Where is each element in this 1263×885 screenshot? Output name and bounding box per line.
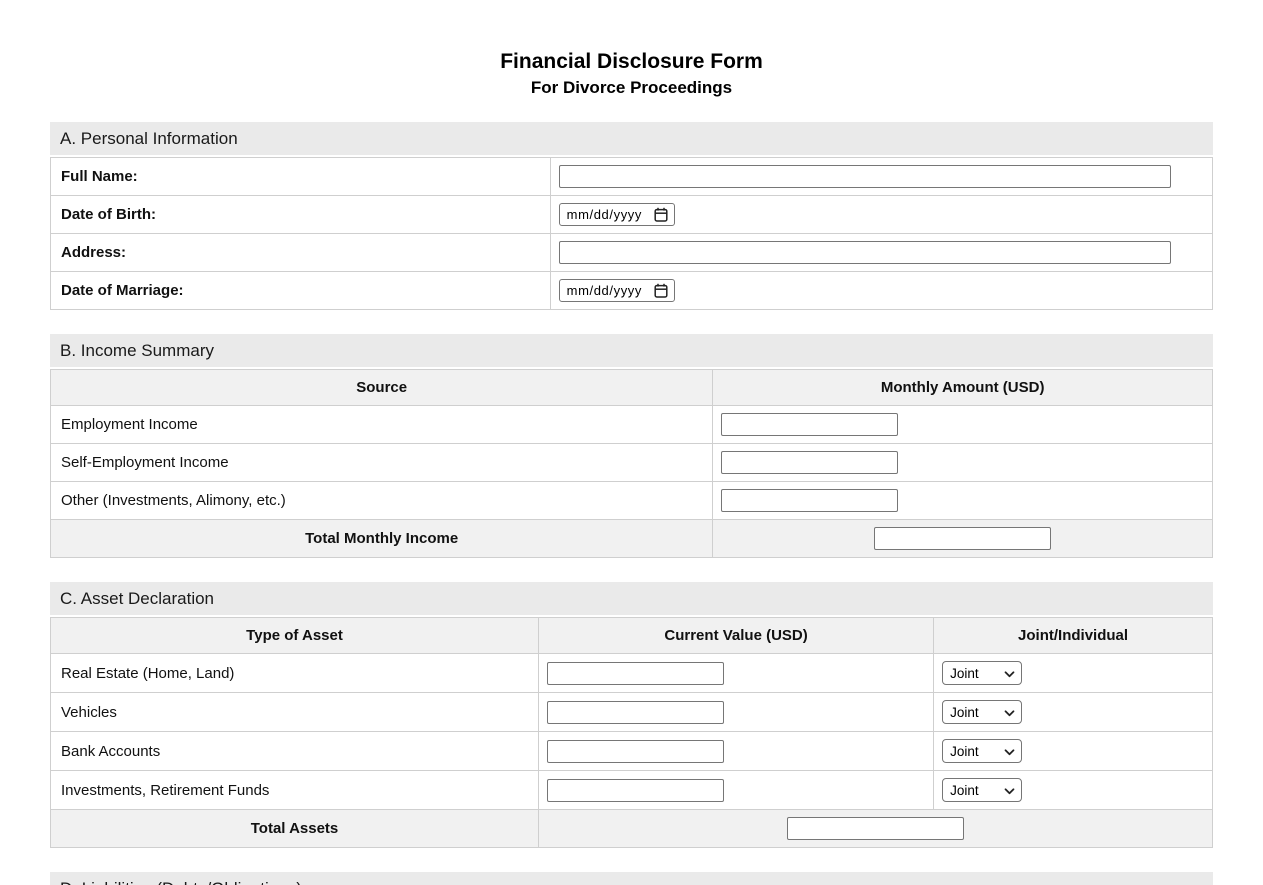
total-monthly-income-input[interactable] (874, 527, 1052, 550)
table-row: Investments, Retirement Funds Joint (49, 770, 1213, 810)
date-placeholder: mm/dd/yyyy (566, 207, 642, 222)
full-name-input[interactable] (558, 165, 1171, 188)
page-title: Financial Disclosure Form (500, 50, 763, 73)
total-row: Total Monthly Income (49, 519, 1213, 558)
table-row: Real Estate (Home, Land) Joint (49, 653, 1213, 693)
income-row-label: Self-Employment Income (49, 443, 714, 482)
select-value: Joint (950, 704, 979, 720)
vehicles-ownership-cell: Joint (933, 692, 1213, 732)
bank-accounts-value-cell (538, 731, 935, 771)
date-of-marriage-label: Date of Marriage: (50, 271, 551, 310)
table-row: Self-Employment Income (49, 443, 1213, 482)
date-placeholder: mm/dd/yyyy (566, 283, 642, 298)
total-monthly-income-cell (712, 519, 1213, 558)
select-value: Joint (950, 665, 979, 681)
income-source-header: Source (49, 369, 714, 406)
asset-row-label: Real Estate (Home, Land) (49, 653, 540, 693)
income-row-label: Other (Investments, Alimony, etc.) (49, 481, 714, 520)
real-estate-value-input[interactable] (547, 661, 725, 685)
total-monthly-income-label: Total Monthly Income (49, 519, 714, 558)
date-of-marriage-cell: mm/dd/yyyy (549, 271, 1214, 310)
other-income-cell (712, 481, 1213, 520)
table-row: Date of Marriage: mm/dd/yyyy (50, 271, 1214, 310)
total-assets-input[interactable] (787, 817, 965, 840)
chevron-down-icon (1004, 704, 1015, 721)
section-b-heading: B. Income Summary (50, 334, 1213, 367)
real-estate-value-cell (538, 653, 935, 693)
chevron-down-icon (1004, 665, 1015, 682)
full-name-cell (549, 157, 1214, 196)
asset-ownership-header: Joint/Individual (933, 617, 1213, 654)
other-income-input[interactable] (721, 489, 899, 512)
asset-type-header: Type of Asset (49, 617, 540, 654)
vehicles-value-cell (538, 692, 935, 732)
section-a-heading: A. Personal Information (50, 122, 1213, 155)
address-cell (549, 233, 1214, 272)
address-label: Address: (50, 233, 551, 272)
bank-accounts-value-input[interactable] (547, 739, 725, 763)
real-estate-ownership-cell: Joint (933, 653, 1213, 693)
table-header-row: Source Monthly Amount (USD) (49, 369, 1213, 406)
calendar-icon[interactable] (654, 283, 668, 298)
select-value: Joint (950, 782, 979, 798)
self-employment-income-cell (712, 443, 1213, 482)
date-of-birth-label: Date of Birth: (50, 195, 551, 234)
table-row: Full Name: (50, 157, 1214, 196)
calendar-icon[interactable] (654, 207, 668, 222)
income-amount-header: Monthly Amount (USD) (712, 369, 1213, 406)
vehicles-ownership-select[interactable]: Joint (942, 700, 1023, 724)
self-employment-income-input[interactable] (721, 451, 899, 474)
table-row: Bank Accounts Joint (49, 731, 1213, 771)
table-row: Address: (50, 233, 1214, 272)
asset-value-header: Current Value (USD) (538, 617, 935, 654)
asset-row-label: Vehicles (49, 692, 540, 732)
bank-accounts-ownership-cell: Joint (933, 731, 1213, 771)
title-block: Financial Disclosure Form For Divorce Pr… (50, 50, 1213, 98)
total-assets-cell (538, 809, 1213, 848)
section-c-heading: C. Asset Declaration (50, 582, 1213, 615)
investments-value-cell (538, 770, 935, 810)
chevron-down-icon (1004, 782, 1015, 799)
financial-disclosure-form: Financial Disclosure Form For Divorce Pr… (0, 50, 1263, 885)
address-input[interactable] (558, 241, 1171, 264)
full-name-label: Full Name: (50, 157, 551, 196)
table-header-row: Type of Asset Current Value (USD) Joint/… (49, 617, 1213, 654)
table-row: Date of Birth: mm/dd/yyyy (50, 195, 1214, 234)
date-of-birth-input[interactable]: mm/dd/yyyy (558, 203, 675, 226)
personal-information-table: Full Name: Date of Birth: mm/dd/yyyy (50, 157, 1214, 310)
section-d-heading: D. Liabilities (Debts/Obligations) (50, 872, 1213, 885)
vehicles-value-input[interactable] (547, 700, 725, 724)
investments-ownership-cell: Joint (933, 770, 1213, 810)
real-estate-ownership-select[interactable]: Joint (942, 661, 1023, 685)
page-subtitle: For Divorce Proceedings (530, 78, 733, 97)
asset-declaration-table: Type of Asset Current Value (USD) Joint/… (49, 617, 1213, 848)
employment-income-cell (712, 405, 1213, 444)
date-of-birth-cell: mm/dd/yyyy (549, 195, 1214, 234)
asset-row-label: Bank Accounts (49, 731, 540, 771)
total-row: Total Assets (49, 809, 1213, 848)
date-of-marriage-input[interactable]: mm/dd/yyyy (558, 279, 675, 302)
table-row: Other (Investments, Alimony, etc.) (49, 481, 1213, 520)
select-value: Joint (950, 743, 979, 759)
investments-value-input[interactable] (547, 778, 725, 802)
income-summary-table: Source Monthly Amount (USD) Employment I… (49, 369, 1213, 558)
table-row: Employment Income (49, 405, 1213, 444)
employment-income-input[interactable] (721, 413, 899, 436)
bank-accounts-ownership-select[interactable]: Joint (942, 739, 1023, 763)
income-row-label: Employment Income (49, 405, 714, 444)
total-assets-label: Total Assets (49, 809, 540, 848)
table-row: Vehicles Joint (49, 692, 1213, 732)
chevron-down-icon (1004, 743, 1015, 760)
investments-ownership-select[interactable]: Joint (942, 778, 1023, 802)
asset-row-label: Investments, Retirement Funds (49, 770, 540, 810)
